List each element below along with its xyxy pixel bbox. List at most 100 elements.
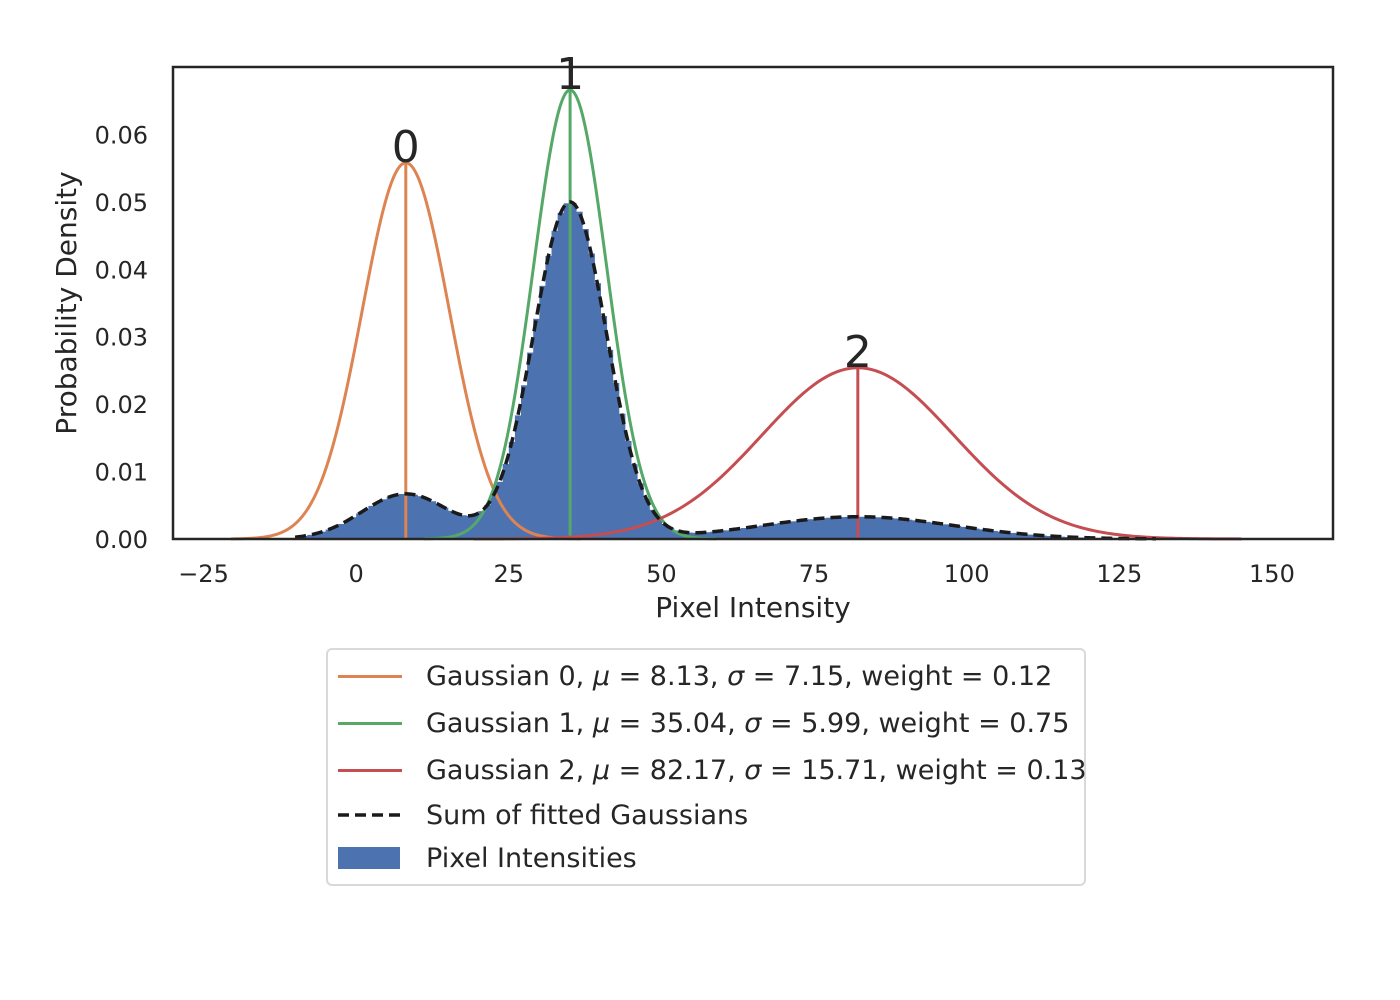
histogram-bar	[716, 531, 724, 539]
histogram-bar	[978, 529, 986, 539]
histogram-bar	[398, 494, 406, 539]
histogram-bar	[405, 493, 412, 539]
histogram-bar	[1021, 534, 1029, 539]
y-tick-label: 0.00	[95, 526, 148, 554]
histogram-bar	[893, 518, 901, 539]
histogram-bar	[600, 316, 608, 539]
histogram-bar	[490, 495, 498, 539]
x-axis-label: Pixel Intensity	[655, 591, 851, 624]
histogram-bar	[844, 516, 852, 539]
histogram-bar	[820, 518, 827, 539]
histogram-bar	[728, 529, 736, 539]
legend: Gaussian 0, μ = 8.13, σ = 7.15, weight =…	[326, 648, 1087, 886]
x-tick-label: 150	[1249, 560, 1295, 588]
legend-item-sum: Sum of fitted Gaussians	[338, 795, 748, 835]
histogram-bar	[472, 514, 479, 539]
axes: −25 0 25 50 75 100 125 150 0.00 0.01 0.02 0.03 0.04 0…	[95, 65, 1335, 588]
histogram-bar	[575, 211, 583, 539]
histogram-bar	[917, 521, 925, 539]
gaussian-1-peak-label: 1	[556, 49, 584, 100]
gaussian-2-peak-label: 2	[844, 327, 872, 378]
legend-item-gaussian-0: Gaussian 0, μ = 8.13, σ = 7.15, weight =…	[338, 656, 1052, 696]
y-tick-label: 0.05	[95, 189, 148, 217]
x-tick-label: 100	[944, 560, 990, 588]
legend-swatch-histogram	[338, 838, 402, 878]
histogram-bar	[386, 496, 394, 539]
y-axis-label: Probability Density	[50, 171, 83, 434]
histogram-bar	[954, 526, 962, 539]
histogram-bar	[923, 521, 931, 539]
histogram-bar	[649, 509, 656, 539]
histogram-bar	[691, 532, 699, 539]
histogram-bar	[942, 524, 949, 539]
histogram-bar	[948, 525, 956, 539]
histogram-bar	[569, 202, 577, 539]
histogram-bar	[972, 528, 980, 539]
histogram-bar	[539, 285, 547, 539]
histogram-bar	[771, 523, 779, 539]
gaussian-curves: 0 1 2	[231, 49, 1242, 541]
y-tick-label: 0.02	[95, 391, 148, 419]
histogram-bar	[655, 518, 663, 539]
histogram-bar	[337, 524, 345, 539]
histogram-bar	[862, 516, 870, 539]
histogram-bar	[453, 513, 461, 539]
histogram-bar	[356, 513, 363, 539]
histogram-bar	[850, 516, 858, 539]
histogram-bar	[533, 318, 540, 539]
legend-swatch-gaussian-1	[338, 703, 402, 743]
histogram-bar	[911, 520, 919, 539]
histogram-bar	[350, 517, 357, 539]
histogram-bar	[807, 519, 815, 539]
histogram-bar	[502, 464, 510, 539]
histogram-bars	[295, 202, 1114, 540]
histogram-bar	[832, 517, 840, 539]
sum-curve	[294, 200, 1156, 541]
histogram-bar	[881, 517, 888, 539]
histogram-bar	[441, 507, 449, 539]
histogram-bar	[557, 212, 565, 539]
histogram-bar	[801, 519, 809, 539]
histogram-bar	[429, 501, 437, 539]
histogram-bar	[1046, 535, 1053, 539]
y-tick-label: 0.04	[95, 256, 148, 284]
legend-label-histogram: Pixel Intensities	[426, 842, 637, 874]
plot-frame	[171, 65, 1335, 541]
x-tick-label: 125	[1096, 560, 1142, 588]
legend-label-sum: Sum of fitted Gaussians	[426, 799, 749, 831]
histogram-bar	[673, 530, 681, 539]
histogram-bar	[826, 517, 833, 539]
gaussian-0-peak-label: 0	[392, 122, 420, 173]
histogram-bar	[710, 531, 717, 539]
histogram-bar	[734, 528, 742, 539]
histogram-bar	[887, 517, 895, 539]
histogram-bar	[777, 522, 785, 539]
x-tick-label: 50	[646, 560, 677, 588]
histogram-bar	[905, 519, 913, 539]
histogram-bar	[960, 526, 968, 539]
histogram-bar	[374, 502, 382, 539]
histogram-bar	[527, 352, 534, 539]
histogram-bar	[325, 529, 333, 539]
y-tick-label: 0.01	[95, 459, 148, 487]
histogram-bar	[1033, 535, 1041, 539]
histogram-bar	[966, 527, 974, 539]
histogram-bar	[783, 522, 791, 539]
histogram-bar	[380, 499, 388, 539]
histogram-bar	[740, 528, 748, 539]
histogram-bar	[618, 413, 626, 539]
histogram-bar	[1003, 532, 1011, 539]
legend-label-gaussian-0: Gaussian 0, μ = 8.13, σ = 7.15, weight =…	[426, 660, 1053, 692]
histogram-bar	[875, 517, 882, 539]
histogram-bar	[930, 522, 937, 539]
histogram-bar	[521, 385, 528, 539]
chart: 0 1 2 −25 0 25 50 75 100 125 150 0.00 0.01 0.02 0.03 0…	[50, 49, 1335, 624]
histogram-bar	[838, 517, 846, 539]
histogram-bar	[1009, 532, 1017, 539]
histogram-bar	[368, 505, 376, 539]
histogram-bar	[435, 504, 443, 539]
histogram-bar	[319, 531, 327, 539]
histogram-bar	[606, 349, 614, 539]
x-tick-label: 25	[494, 560, 525, 588]
histogram-bar	[667, 527, 675, 539]
